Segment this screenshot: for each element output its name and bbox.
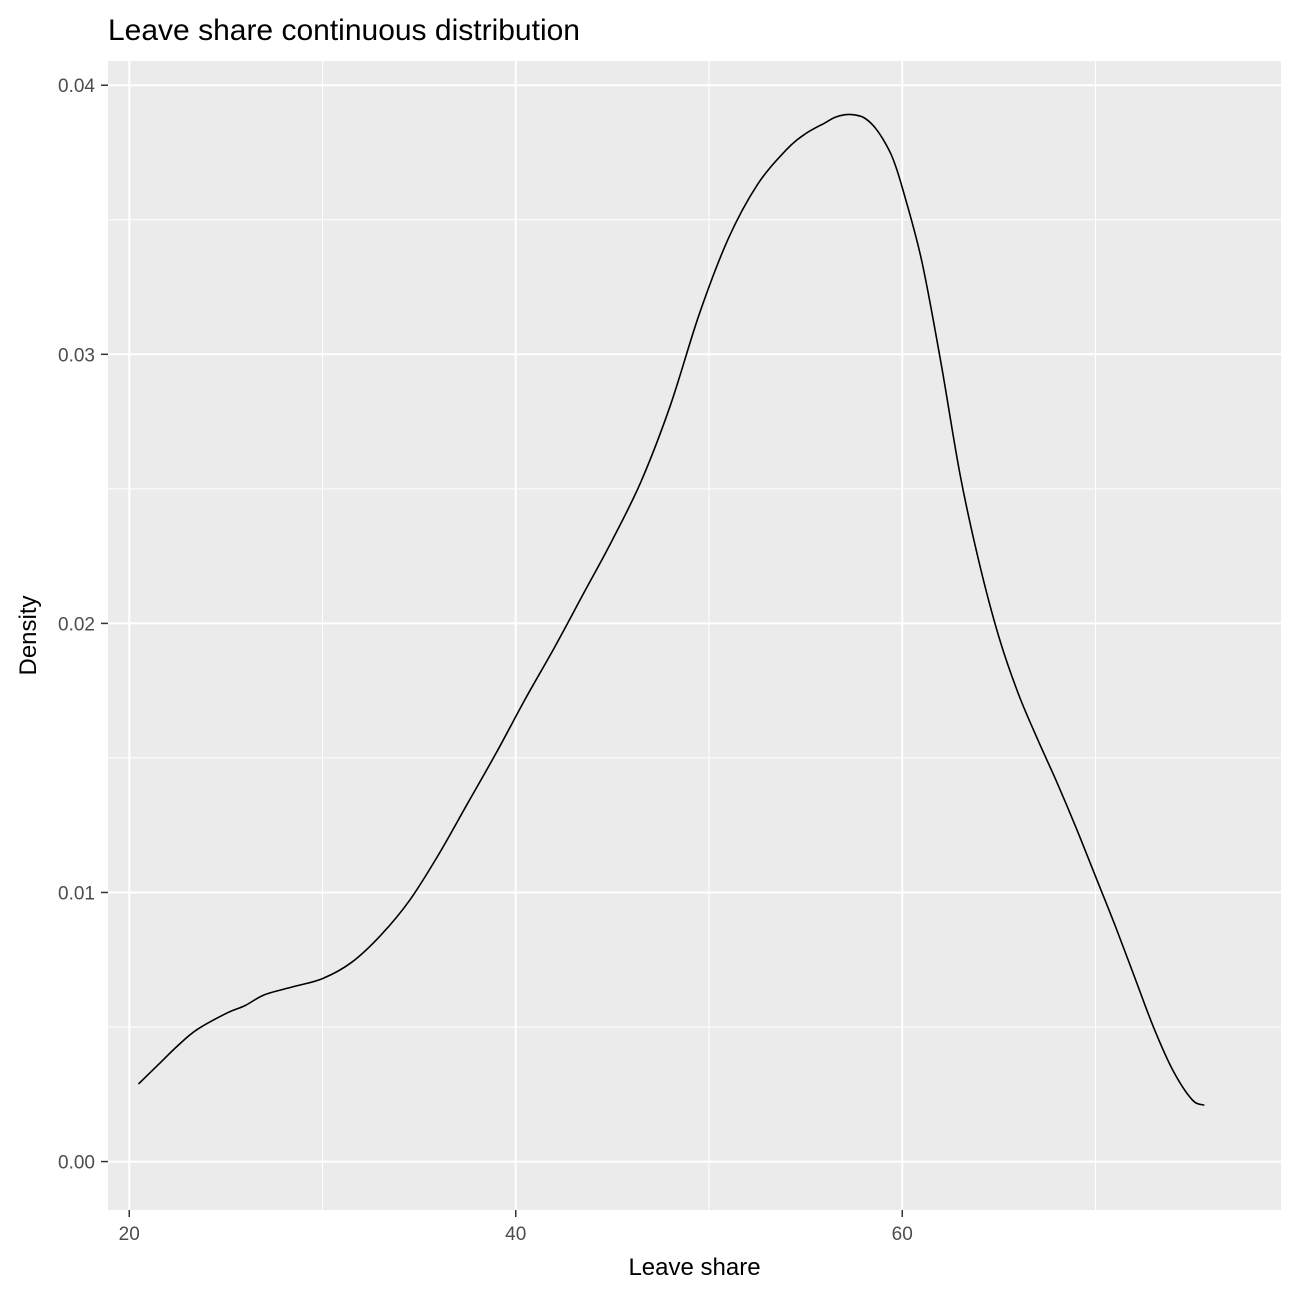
y-tick-label: 0.04 <box>58 76 95 97</box>
density-line <box>138 113 1205 1106</box>
y-tick-label: 0.00 <box>58 1153 95 1174</box>
x-axis: 20 40 60 <box>119 1210 913 1245</box>
major-gridlines <box>108 61 1281 1210</box>
plot-panel <box>108 61 1281 1210</box>
minor-gridlines <box>108 61 1281 1210</box>
x-tick-label: 60 <box>892 1224 913 1245</box>
y-tick-label: 0.03 <box>58 345 95 366</box>
x-axis-title: Leave share <box>628 1254 760 1281</box>
y-tick-label: 0.01 <box>58 883 95 904</box>
y-axis-title: Density <box>15 595 42 675</box>
y-axis: 0.00 0.01 0.02 0.03 0.04 <box>58 76 108 1174</box>
x-tick-label: 20 <box>119 1224 140 1245</box>
x-tick-label: 40 <box>505 1224 526 1245</box>
y-tick-label: 0.02 <box>58 614 95 635</box>
chart-title: Leave share continuous distribution <box>108 14 580 47</box>
